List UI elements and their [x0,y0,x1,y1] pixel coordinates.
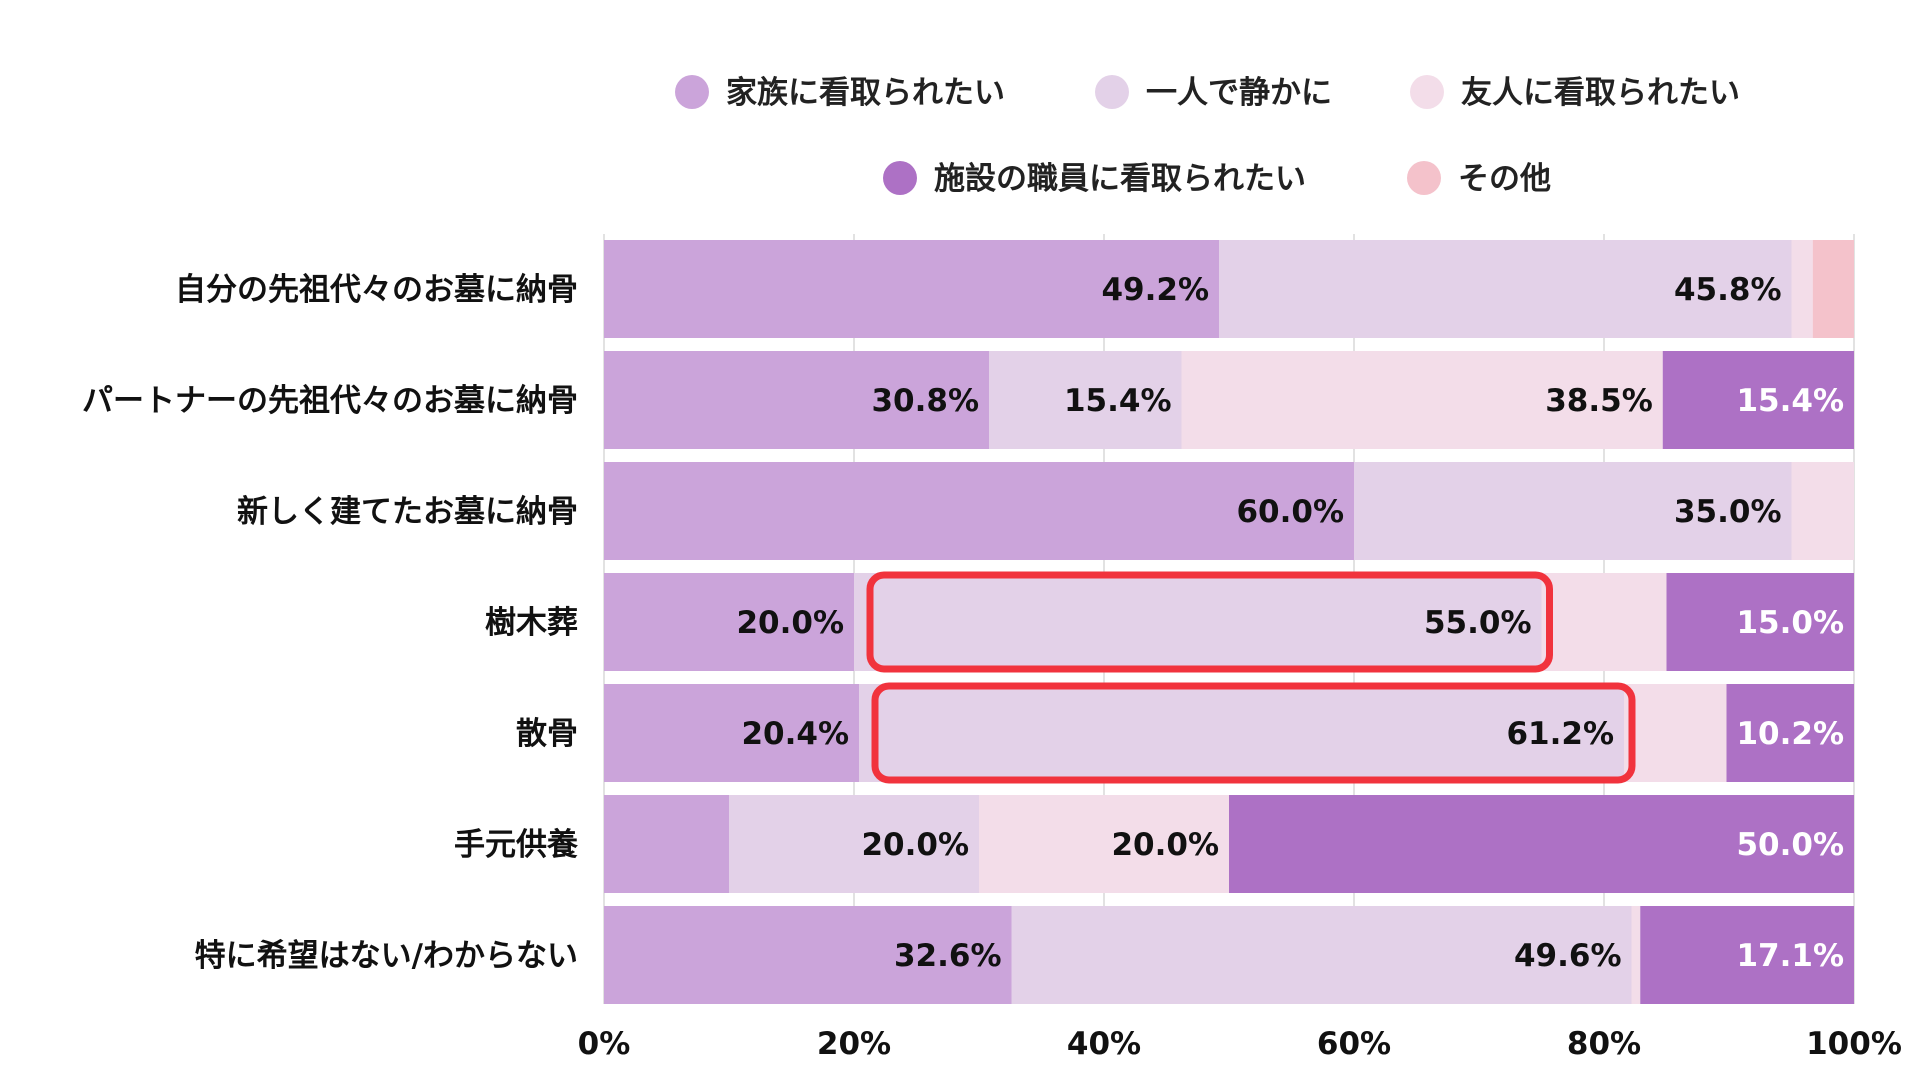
bar-row2-series1 [604,351,989,449]
legend-swatch-5 [1407,161,1441,195]
data-label-row3-series1: 60.0% [1236,494,1344,530]
data-label-row3-series2: 35.0% [1674,494,1782,530]
data-labels: 49.2% 45.8% 30.8% 15.4% 38.5% 15.4% 60.0% 35.0%… [736,272,1844,974]
data-label-row6-series3: 20.0% [1111,827,1219,863]
data-label-row7-series1: 32.6% [894,938,1002,974]
data-label-row2-series1: 30.8% [871,383,979,419]
highlight-box-row5 [871,682,1636,784]
bar-row3-series3 [1791,462,1854,560]
legend-label-2: 一人で静かに [1146,75,1332,111]
legend-label-5: その他 [1458,161,1551,197]
legend-label-1: 家族に看取られたい [726,75,1005,111]
x-tick-label-0: 0% [578,1026,631,1062]
data-label-row5-series4: 10.2% [1736,716,1844,752]
bar-row4-series2 [854,573,1542,671]
bar-row6-series3 [979,795,1229,893]
data-label-row5-series1: 20.4% [741,716,849,752]
category-label-7: 特に希望はない/わからない [195,938,578,974]
bar-row5-series3 [1624,684,1727,782]
x-tick-label-4: 80% [1567,1026,1641,1062]
data-label-row6-series2: 20.0% [861,827,969,863]
legend-swatch-2 [1095,75,1129,109]
bar-row5-series1 [604,684,859,782]
legend-swatch-3 [1410,75,1444,109]
bar-row6-series2 [729,795,979,893]
x-tick-label-2: 40% [1067,1026,1141,1062]
bar-row1-series3 [1791,240,1813,338]
bar-row1-series2 [1219,240,1792,338]
x-axis: 0% 20% 40% 60% 80% 100% [578,1026,1902,1062]
bar-row2-series4 [1662,351,1854,449]
bar-row5-series4 [1726,684,1854,782]
bar-row6-series1 [604,795,729,893]
bar-row5-series2 [859,684,1624,782]
category-label-2: パートナーの先祖代々のお墓に納骨 [82,383,578,419]
category-label-1: 自分の先祖代々のお墓に納骨 [175,272,578,308]
bars [604,240,1854,1004]
category-label-5: 散骨 [516,716,578,752]
bar-row7-series1 [604,906,1012,1004]
legend-swatch-4 [883,161,917,195]
category-label-3: 新しく建てたお墓に納骨 [237,494,578,530]
data-label-row2-series4: 15.4% [1736,383,1844,419]
category-label-6: 手元供養 [454,827,579,863]
bar-row4-series4 [1666,573,1854,671]
bar-row1-series1 [604,240,1219,338]
bar-row4-series1 [604,573,854,671]
bar-row4-series3 [1541,573,1667,671]
data-label-row5-series2: 61.2% [1506,716,1614,752]
data-label-row7-series2: 49.6% [1514,938,1622,974]
data-label-row1-series1: 49.2% [1101,272,1209,308]
bar-row7-series2 [1011,906,1632,1004]
data-label-row4-series4: 15.0% [1736,605,1844,641]
data-label-row4-series1: 20.0% [736,605,844,641]
bar-row1-series5 [1812,240,1854,338]
data-label-row2-series3: 38.5% [1545,383,1653,419]
data-label-row2-series2: 15.4% [1064,383,1172,419]
highlight-boxes [866,571,1636,784]
category-labels: 自分の先祖代々のお墓に納骨パートナーの先祖代々のお墓に納骨新しく建てたお墓に納骨… [82,272,579,974]
x-tick-label-5: 100% [1806,1026,1902,1062]
legend-label-4: 施設の職員に看取られたい [934,161,1306,197]
bar-row2-series2 [989,351,1182,449]
x-tick-label-1: 20% [817,1026,891,1062]
x-tick-label-3: 60% [1317,1026,1391,1062]
data-label-row7-series4: 17.1% [1736,938,1844,974]
data-label-row1-series2: 45.8% [1674,272,1782,308]
bar-row3-series1 [604,462,1354,560]
legend-swatch-1 [675,75,709,109]
bar-row2-series3 [1181,351,1663,449]
category-label-4: 樹木葬 [485,605,578,641]
bar-row6-series4 [1229,795,1854,893]
bar-row3-series2 [1354,462,1792,560]
data-label-row6-series4: 50.0% [1736,827,1844,863]
highlight-box-row4 [866,571,1553,673]
bar-row7-series3 [1631,906,1641,1004]
bar-row7-series4 [1640,906,1854,1004]
legend-label-3: 友人に看取られたい [1461,75,1740,111]
data-label-row4-series2: 55.0% [1424,605,1532,641]
